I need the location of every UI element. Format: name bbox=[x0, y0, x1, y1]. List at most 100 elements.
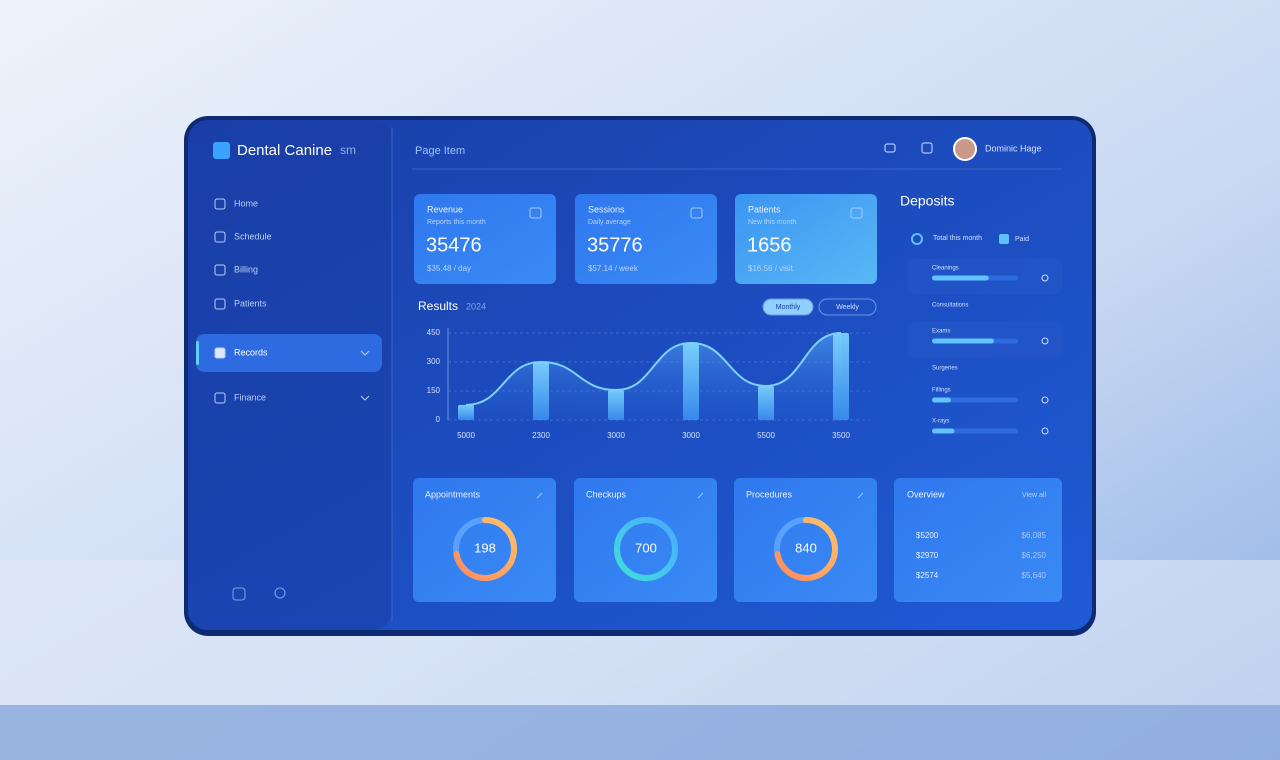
stat-label: Sessions bbox=[588, 204, 625, 214]
progress-knob bbox=[1041, 396, 1049, 404]
ring bbox=[614, 517, 678, 581]
icon-mail[interactable] bbox=[921, 142, 933, 154]
bar bbox=[533, 362, 549, 420]
summary-cell: $6,250 bbox=[1022, 551, 1047, 560]
progress-fill bbox=[932, 397, 951, 403]
metric-title: Procedures bbox=[746, 489, 793, 499]
brand-suffix: sm bbox=[340, 143, 356, 157]
summary-card bbox=[894, 478, 1062, 602]
summary-link[interactable]: View all bbox=[1022, 492, 1046, 499]
card-menu[interactable] bbox=[857, 492, 864, 499]
metric-value: 840 bbox=[795, 540, 817, 555]
metric-value: 198 bbox=[474, 540, 496, 555]
avatar[interactable] bbox=[953, 137, 977, 161]
nav-item[interactable]: Billing bbox=[234, 264, 258, 274]
x-tick-label: 3500 bbox=[832, 431, 850, 440]
stat-card bbox=[735, 194, 877, 284]
logo bbox=[213, 142, 230, 159]
user-name[interactable]: Dominic Hage bbox=[985, 143, 1042, 153]
deposits-title: Deposits bbox=[900, 193, 954, 209]
progress-fill bbox=[932, 275, 989, 281]
ring bbox=[774, 517, 838, 581]
legend-label: Total this month bbox=[933, 235, 982, 242]
nav-item[interactable]: Records bbox=[234, 347, 268, 357]
stat-value: 1656 bbox=[747, 234, 792, 256]
nav-active bbox=[196, 334, 382, 372]
stat-icon bbox=[850, 207, 863, 219]
progress-knob bbox=[1041, 427, 1049, 435]
metric-title: Appointments bbox=[425, 489, 481, 499]
area bbox=[466, 333, 841, 420]
page-title: Page Item bbox=[415, 145, 465, 157]
y-tick-label: 300 bbox=[427, 357, 441, 366]
stat-sub: Reports this month bbox=[427, 219, 486, 226]
stat-label: Revenue bbox=[427, 204, 463, 214]
summary-cell: $5,640 bbox=[1022, 571, 1047, 580]
bar bbox=[683, 343, 699, 420]
progress-knob bbox=[1041, 337, 1049, 345]
stat-note: $16.56 / visit bbox=[748, 264, 794, 273]
progress-fill bbox=[932, 338, 994, 344]
progress-fill bbox=[932, 428, 955, 434]
y-tick-label: 0 bbox=[436, 415, 441, 424]
stat-sub: New this month bbox=[748, 219, 796, 226]
progress-knob bbox=[1041, 274, 1049, 282]
x-tick-label: 3000 bbox=[682, 431, 700, 440]
summary-cell: $5200 bbox=[916, 531, 939, 540]
bar bbox=[458, 404, 474, 420]
deposit-label: Fillings bbox=[932, 388, 951, 394]
nav-icon bbox=[214, 264, 226, 276]
nav-item[interactable]: Schedule bbox=[234, 231, 272, 241]
nav-item[interactable]: Patients bbox=[234, 298, 267, 308]
icon-settings[interactable] bbox=[232, 587, 246, 601]
nav-chevron[interactable] bbox=[360, 350, 370, 356]
metric-card bbox=[574, 478, 717, 602]
x-tick-label: 5000 bbox=[457, 431, 475, 440]
legend-label: Paid bbox=[1015, 236, 1029, 243]
summary-title: Overview bbox=[907, 489, 945, 499]
x-tick-label: 3000 bbox=[607, 431, 625, 440]
stat-icon bbox=[690, 207, 703, 219]
trend-line bbox=[465, 332, 842, 406]
stat-label: Patients bbox=[748, 204, 781, 214]
metric-card bbox=[413, 478, 556, 602]
stat-card bbox=[575, 194, 717, 284]
stat-icon bbox=[529, 207, 542, 219]
toggle-label[interactable]: Monthly bbox=[776, 304, 801, 311]
nav-icon bbox=[214, 392, 226, 404]
toggle[interactable] bbox=[762, 298, 814, 316]
card-menu[interactable] bbox=[536, 492, 543, 499]
summary-cell: $2574 bbox=[916, 571, 939, 580]
stat-sub: Daily average bbox=[588, 219, 631, 226]
stat-value: 35476 bbox=[426, 234, 482, 256]
deposit-label: X-rays bbox=[932, 419, 949, 425]
toggle-label[interactable]: Weekly bbox=[836, 304, 859, 311]
nav-item[interactable]: Finance bbox=[234, 392, 266, 402]
legend-swatch bbox=[999, 234, 1009, 244]
metric-value: 700 bbox=[635, 540, 657, 555]
bar bbox=[833, 333, 849, 420]
toggle[interactable] bbox=[818, 298, 877, 316]
chart-subtitle: 2024 bbox=[466, 301, 486, 311]
y-tick-label: 450 bbox=[427, 328, 441, 337]
ring bbox=[453, 517, 517, 581]
nav-chevron[interactable] bbox=[360, 395, 370, 401]
nav-item[interactable]: Home bbox=[234, 198, 258, 208]
brand: Dental Canine bbox=[237, 142, 332, 159]
deposit-group: Consultations bbox=[932, 303, 968, 309]
stat-card bbox=[414, 194, 556, 284]
icon-notify[interactable] bbox=[884, 143, 896, 153]
stat-value: 35776 bbox=[587, 234, 643, 256]
x-tick-label: 2300 bbox=[532, 431, 550, 440]
chart-title: Results bbox=[418, 299, 458, 313]
icon-refresh[interactable] bbox=[274, 587, 286, 599]
metric-card bbox=[734, 478, 877, 602]
summary-cell: $2970 bbox=[916, 551, 939, 560]
stat-note: $35.48 / day bbox=[427, 264, 471, 273]
stat-note: $57.14 / week bbox=[588, 264, 639, 273]
sidebar bbox=[188, 120, 392, 630]
nav-icon bbox=[214, 298, 226, 310]
progress-track bbox=[932, 397, 1018, 403]
card-menu[interactable] bbox=[697, 492, 704, 499]
nav-accent bbox=[196, 341, 199, 365]
